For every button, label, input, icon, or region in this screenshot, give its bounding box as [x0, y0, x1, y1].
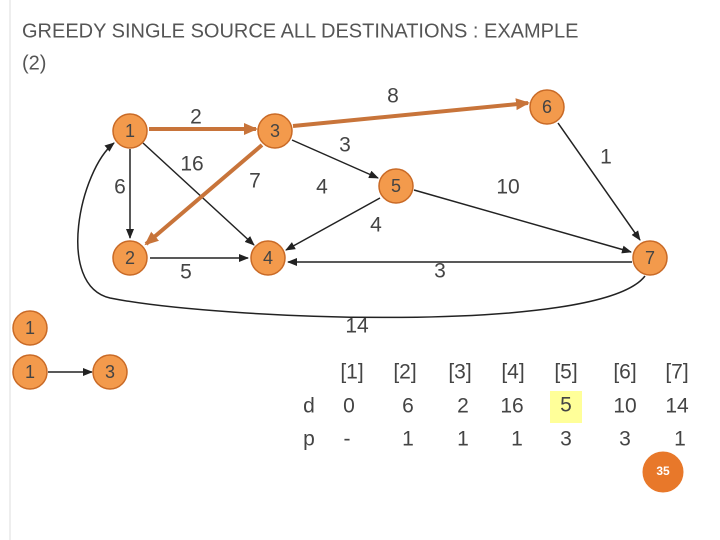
page-badge — [639, 448, 687, 496]
path-node: 3 — [105, 362, 115, 382]
edge-label: 6 — [114, 176, 126, 199]
title: (2) — [22, 52, 46, 74]
edge — [77, 142, 646, 319]
table-header: [5] — [554, 361, 577, 384]
edge-label: 7 — [249, 170, 261, 193]
table-header: [6] — [613, 361, 636, 384]
edge-label: 2 — [190, 106, 202, 129]
edge — [291, 139, 379, 179]
title: GREEDY SINGLE SOURCE ALL DESTINATIONS : … — [22, 20, 578, 42]
edge-labels: 2 16 6 7 8 3 4 1 10 4 5 3 14 — [114, 85, 612, 338]
node — [112, 113, 148, 149]
node — [12, 354, 48, 390]
edges — [77, 98, 646, 319]
table-cell: 0 — [343, 395, 355, 418]
edge-label: 8 — [387, 85, 399, 108]
edge — [557, 122, 641, 241]
table-cell: 3 — [619, 428, 631, 451]
edge — [413, 189, 632, 254]
path-node: 1 — [25, 362, 35, 382]
paths: 1 1 3 — [12, 310, 128, 390]
table-cell: - — [344, 428, 351, 451]
node-label: 2 — [125, 248, 135, 268]
edge-label: 16 — [180, 153, 203, 176]
node — [112, 240, 148, 276]
node — [250, 240, 286, 276]
table-cell: 10 — [613, 395, 636, 418]
path-node: 1 — [25, 318, 35, 338]
node-label: 7 — [645, 248, 655, 268]
highlight — [550, 391, 582, 423]
edge-label: 4 — [316, 176, 328, 199]
node — [92, 354, 128, 390]
node — [632, 240, 668, 276]
table-cell: 16 — [500, 395, 523, 418]
node — [529, 89, 565, 125]
nodes: 1 3 6 5 2 4 7 — [112, 89, 668, 276]
node-label: 3 — [270, 121, 280, 141]
node-label: 1 — [125, 121, 135, 141]
edge-label: 4 — [370, 214, 382, 237]
table-cell: 6 — [402, 395, 414, 418]
table-header: [7] — [665, 361, 688, 384]
edge-label: 3 — [434, 260, 446, 283]
node-label: 6 — [542, 97, 552, 117]
table-cell: 1 — [402, 428, 414, 451]
edge-label: 3 — [339, 134, 351, 157]
edge-label: 1 — [600, 146, 612, 169]
node — [378, 168, 414, 204]
node-label: 4 — [263, 248, 273, 268]
page-number: 35 — [656, 464, 670, 478]
table-cell: 3 — [560, 428, 572, 451]
table-cell: p — [303, 428, 315, 451]
edge — [285, 197, 381, 251]
table-header: [2] — [393, 361, 416, 384]
edge-label: 14 — [345, 315, 369, 338]
edge — [142, 142, 255, 246]
table-cell: 5 — [560, 394, 572, 417]
table-cell: 2 — [457, 395, 469, 418]
edge-label: 5 — [180, 261, 192, 284]
table-cell: 14 — [665, 395, 689, 418]
node — [12, 310, 48, 346]
edge-label: 10 — [496, 176, 519, 199]
table-header: [4] — [501, 361, 524, 384]
table: [1] [2] [3] [4] [5] [6] [7] d 0 6 2 16 5… — [303, 361, 689, 451]
node — [257, 113, 293, 149]
path-edge — [292, 98, 530, 128]
path-edge — [144, 143, 264, 246]
table-header: [1] — [340, 361, 363, 384]
table-cell: 1 — [457, 428, 469, 451]
table-cell: d — [303, 395, 315, 418]
node-label: 5 — [391, 176, 401, 196]
table-header: [3] — [448, 361, 471, 384]
table-cell: 1 — [511, 428, 523, 451]
table-cell: 1 — [674, 428, 686, 451]
